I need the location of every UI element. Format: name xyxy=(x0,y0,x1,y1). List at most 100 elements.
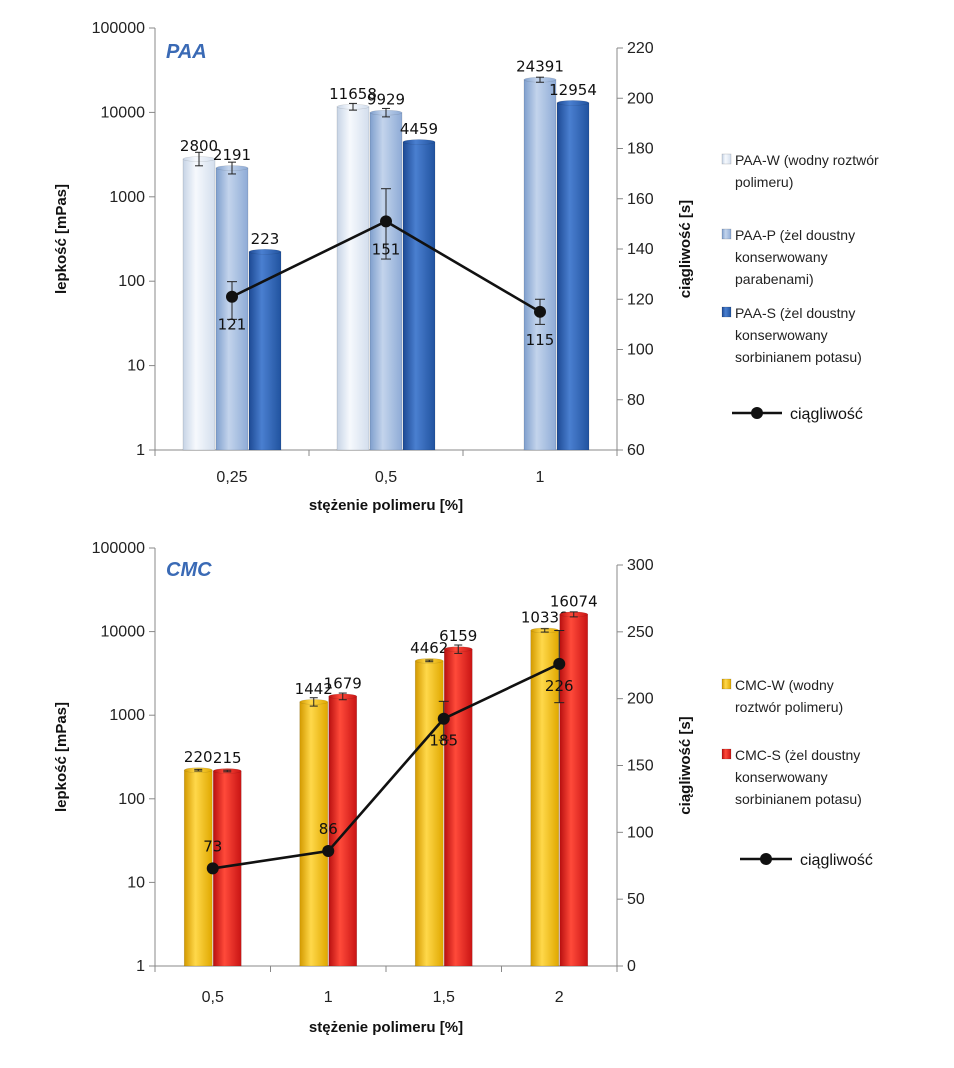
legend-swatch-paa-p xyxy=(721,228,732,240)
y-tick-label: 100000 xyxy=(92,540,145,557)
legend-label: sorbinianem potasu) xyxy=(735,349,862,365)
x-tick-label: 1,5 xyxy=(433,989,455,1006)
y-tick-label: 1 xyxy=(136,958,145,975)
ciagliwosc-line xyxy=(212,662,560,870)
y2-axis-title: ciągliwość [s] xyxy=(677,200,694,298)
y-tick-label: 1000 xyxy=(109,189,145,206)
legend-swatch-cmc-s xyxy=(721,748,732,760)
ciagliwosc-point xyxy=(380,215,392,228)
cmc-chart: 1 10 100 1000 10000 100000 0 50 100 150 200 250 300 0… xyxy=(53,540,873,1036)
legend-label: konserwowany xyxy=(735,249,828,265)
line-data-label: 121 xyxy=(218,316,247,334)
bar-cap xyxy=(402,139,436,145)
chart-corner-label: CMC xyxy=(166,559,212,581)
line-data-label: 151 xyxy=(372,240,401,258)
bar-paa-s xyxy=(556,102,590,451)
bar-data-label: 10338 xyxy=(521,608,569,626)
x-tick-label: 1 xyxy=(536,469,545,486)
bar-paa-p xyxy=(523,79,557,451)
ciagliwosc-point xyxy=(206,862,219,875)
y2-tick-label: 80 xyxy=(627,392,645,409)
bar-data-label: 4462 xyxy=(410,639,448,657)
line-data-label: 115 xyxy=(526,331,555,349)
bar-data-label: 16074 xyxy=(550,592,598,610)
legend-label: CMC-S (żel doustny xyxy=(735,747,860,763)
paa-chart: 1 10 100 1000 10000 100000 60 80 100 120 140 160 180… xyxy=(53,20,879,514)
legend-line-label: ciągliwość xyxy=(790,406,863,423)
y2-axis-title: ciągliwość [s] xyxy=(677,716,694,814)
ciagliwosc-point xyxy=(553,657,566,670)
y-tick-label: 100 xyxy=(118,791,145,808)
bar-cmc-w xyxy=(414,660,444,967)
bar-paa-w xyxy=(182,158,216,451)
y2-tick-label: 100 xyxy=(627,824,654,841)
ciagliwosc-point xyxy=(226,290,238,303)
legend-line-marker xyxy=(760,853,772,865)
bar-cmc-s xyxy=(328,696,358,967)
bar-data-label: 2800 xyxy=(180,137,218,155)
bar-data-label: 215 xyxy=(213,749,242,767)
bar-paa-w xyxy=(336,106,370,451)
y2-tick-label: 160 xyxy=(627,191,654,208)
legend-swatch-cmc-w xyxy=(721,678,732,690)
y-tick-label: 10000 xyxy=(101,624,146,641)
legend-swatch-paa-s xyxy=(721,306,732,318)
chart-corner-label: PAA xyxy=(166,41,207,63)
bar-cmc-w xyxy=(299,701,329,967)
bar-data-label: 6159 xyxy=(439,627,477,645)
y2-tick-label: 300 xyxy=(627,557,654,574)
y2-tick-label: 140 xyxy=(627,241,654,258)
y2-tick-label: 180 xyxy=(627,141,654,158)
legend-label: sorbinianem potasu) xyxy=(735,791,862,807)
y2-tick-label: 250 xyxy=(627,624,654,641)
x-axis-title: stężenie polimeru [%] xyxy=(309,1019,463,1036)
x-tick-label: 0,5 xyxy=(202,989,224,1006)
bar-cap xyxy=(556,100,590,106)
y2-tick-label: 0 xyxy=(627,958,636,975)
x-tick-label: 1 xyxy=(324,989,333,1006)
y2-tick-label: 120 xyxy=(627,291,654,308)
legend-label: konserwowany xyxy=(735,769,828,785)
line-data-label: 185 xyxy=(429,732,458,750)
y-tick-label: 100000 xyxy=(92,20,145,37)
bar-paa-s xyxy=(402,141,436,451)
bar-paa-p xyxy=(369,112,403,451)
bar-data-label: 24391 xyxy=(516,58,564,76)
legend-label: roztwór polimeru) xyxy=(735,699,843,715)
bar-data-label: 2191 xyxy=(213,146,251,164)
y2-tick-label: 60 xyxy=(627,442,645,459)
bar-cap xyxy=(248,249,282,255)
ciagliwosc-point xyxy=(322,845,335,858)
x-tick-label: 0,25 xyxy=(216,469,247,486)
y2-tick-label: 150 xyxy=(627,758,654,775)
bar-cmc-w xyxy=(530,630,560,967)
bar-data-label: 1679 xyxy=(324,674,362,692)
y-tick-label: 10 xyxy=(127,874,145,891)
bar-data-label: 9929 xyxy=(367,91,405,109)
legend-swatch-paa-w xyxy=(721,153,732,165)
y-tick-label: 100 xyxy=(118,273,145,290)
legend-label: CMC-W (wodny xyxy=(735,677,834,693)
y-tick-label: 10 xyxy=(127,358,145,375)
y2-tick-label: 200 xyxy=(627,90,654,107)
bar-data-label: 11658 xyxy=(329,85,377,103)
legend-label: konserwowany xyxy=(735,327,828,343)
ciagliwosc-point xyxy=(534,305,546,318)
y-axis-title: lepkość [mPas] xyxy=(53,702,70,812)
bar-data-label: 220 xyxy=(184,748,213,766)
y2-tick-label: 100 xyxy=(627,342,654,359)
x-axis-title: stężenie polimeru [%] xyxy=(309,497,463,514)
bar-cmc-s xyxy=(443,648,473,967)
bar-data-label: 4459 xyxy=(400,120,438,138)
line-data-label: 226 xyxy=(545,677,574,695)
x-tick-label: 0,5 xyxy=(375,469,397,486)
line-data-label: 73 xyxy=(203,837,222,855)
line-data-label: 86 xyxy=(319,820,338,838)
y2-tick-label: 220 xyxy=(627,40,654,57)
legend-label: polimeru) xyxy=(735,174,793,190)
x-tick-label: 2 xyxy=(555,989,564,1006)
legend-line-label: ciągliwość xyxy=(800,852,873,869)
ciagliwosc-point xyxy=(437,712,450,725)
bar-data-label: 12954 xyxy=(549,81,597,99)
